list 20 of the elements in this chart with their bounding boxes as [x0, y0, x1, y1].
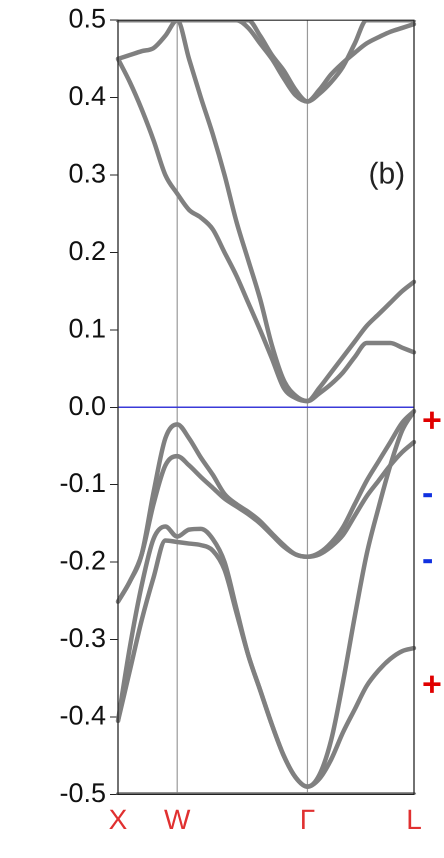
- annotation: (b): [368, 157, 406, 190]
- x-tick-label: Γ: [300, 804, 316, 835]
- y-tick-label: -0.1: [59, 468, 106, 498]
- y-tick-label: 0.1: [68, 313, 106, 344]
- text: -: [422, 474, 434, 512]
- y-tick-label: -0.2: [59, 546, 106, 576]
- y-tick-label: 0.4: [68, 81, 106, 112]
- x-tick-label: L: [406, 804, 422, 835]
- y-tick-label: -0.4: [59, 700, 106, 730]
- x-tick-label: X: [108, 804, 128, 835]
- text: -: [422, 540, 434, 578]
- text: +: [422, 401, 442, 440]
- y-tick-label: 0.5: [68, 4, 106, 34]
- text: +: [422, 665, 442, 704]
- y-tick-label: 0.3: [68, 158, 106, 188]
- x-tick-label: W: [164, 804, 191, 835]
- y-tick-label: 0.0: [68, 390, 106, 421]
- y-tick-label: 0.2: [68, 236, 106, 266]
- y-tick-label: -0.3: [59, 623, 106, 654]
- y-tick-label: -0.5: [59, 778, 106, 808]
